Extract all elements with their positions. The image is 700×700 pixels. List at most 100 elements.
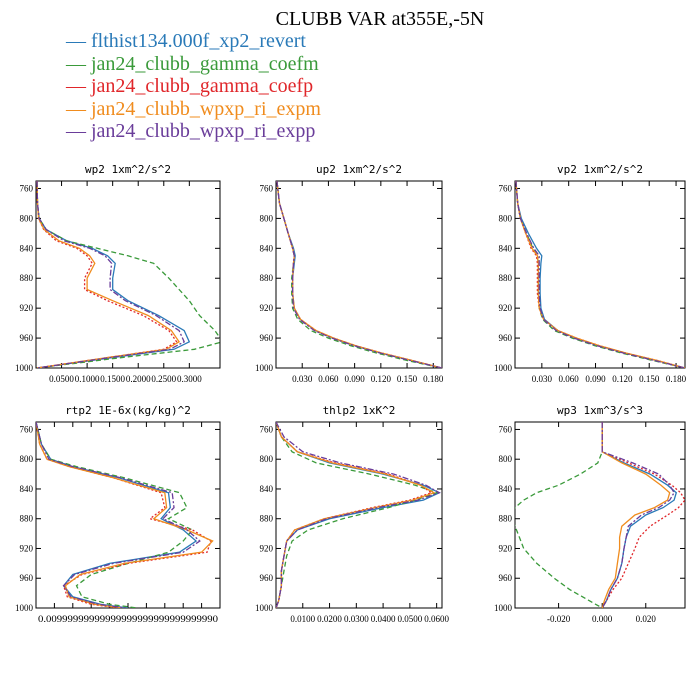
- x-tick-label: 0.0500: [49, 374, 74, 384]
- x-tick-label: 0.120: [612, 374, 633, 384]
- series-line-3: [276, 181, 442, 368]
- y-tick-label: 840: [260, 243, 274, 253]
- x-tick-label: 0.000: [592, 614, 613, 624]
- series-line-2: [276, 181, 442, 368]
- y-tick-label: 920: [499, 303, 513, 313]
- plot-frame: [275, 421, 443, 609]
- plot-frame: [514, 421, 686, 609]
- plot-frame: [275, 180, 443, 369]
- y-tick-label: 920: [499, 543, 513, 553]
- series-line-2: [36, 422, 212, 608]
- y-tick-label: 840: [20, 484, 34, 494]
- y-tick-label: 920: [260, 303, 274, 313]
- series-line-0: [276, 181, 442, 368]
- series-line-4: [36, 181, 186, 368]
- y-tick-label: 880: [499, 514, 513, 524]
- panel-title: wp3 1xm^3/s^3: [557, 404, 643, 417]
- x-tick-label: -0.020: [547, 614, 571, 624]
- y-tick-label: 800: [260, 213, 274, 223]
- y-tick-label: 920: [20, 543, 34, 553]
- series-line-1: [36, 181, 220, 368]
- series-line-2: [515, 181, 685, 368]
- plot-frame: [35, 421, 221, 609]
- y-tick-label: 840: [499, 484, 513, 494]
- panel-title: vp2 1xm^2/s^2: [557, 163, 643, 176]
- series-line-4: [276, 422, 441, 608]
- series-line-3: [601, 422, 671, 608]
- y-tick-label: 760: [260, 183, 274, 193]
- y-tick-label: 920: [20, 303, 34, 313]
- x-tick-label: 0.150: [639, 374, 660, 384]
- legend-entry: — jan24_clubb_gamma_coefm: [66, 52, 319, 75]
- series-line-3: [515, 181, 685, 368]
- panel-3: rtp2 1E-6x(kg/kg)^2 760 800 840 880 920 960 100…: [15, 404, 221, 624]
- y-tick-label: 760: [499, 424, 513, 434]
- series-line-0: [515, 181, 685, 368]
- y-tick-label: 1000: [494, 363, 513, 373]
- series-line-4: [276, 181, 442, 368]
- y-tick-label: 800: [260, 454, 274, 464]
- y-tick-label: 840: [499, 243, 513, 253]
- series-line-2: [601, 422, 685, 608]
- y-tick-label: 1000: [494, 603, 513, 613]
- x-tick-label: 0.030: [532, 374, 553, 384]
- y-tick-label: 960: [260, 333, 274, 343]
- x-tick-label: 0.2500: [151, 374, 176, 384]
- y-tick-label: 880: [499, 273, 513, 283]
- series-line-4: [36, 422, 201, 608]
- series-line-0: [601, 422, 678, 608]
- x-tick-label: 0.0300: [344, 614, 369, 624]
- y-tick-label: 960: [499, 333, 513, 343]
- series-line-1: [36, 422, 194, 608]
- y-tick-label: 760: [20, 424, 34, 434]
- y-tick-label: 800: [20, 454, 34, 464]
- x-tick-label: 0.090: [345, 374, 366, 384]
- panel-1: up2 1xm^2/s^2 760 800 840 880 920 960 1000 0.030…: [255, 163, 444, 384]
- x-tick-label: 0.120: [371, 374, 392, 384]
- x-tick-label: 0.0200: [317, 614, 342, 624]
- series-line-1: [515, 181, 685, 368]
- x-tick-label: 0.0500: [397, 614, 422, 624]
- plot-frame: [35, 180, 221, 369]
- y-tick-label: 1000: [255, 363, 274, 373]
- y-tick-label: 880: [20, 514, 34, 524]
- x-tick-label: 0.150: [397, 374, 418, 384]
- legend-entry: — jan24_clubb_gamma_coefp: [66, 75, 314, 98]
- x-tick-label: 0.0100: [290, 614, 315, 624]
- y-tick-label: 880: [20, 273, 34, 283]
- panel-title: wp2 1xm^2/s^2: [85, 163, 171, 176]
- x-tick-label: 0.0400: [371, 614, 396, 624]
- y-tick-label: 960: [499, 573, 513, 583]
- x-tick-label: 0.020: [636, 614, 657, 624]
- panel-5: wp3 1xm^3/s^3 760 800 840 880 920 960 1000 -0.02…: [494, 404, 686, 624]
- plot-frame: [514, 180, 686, 369]
- y-tick-label: 960: [260, 573, 274, 583]
- series-line-4: [515, 181, 685, 368]
- x-tick-label: 0.1000: [75, 374, 100, 384]
- x-tick-label: 0.180: [666, 374, 687, 384]
- x-tick-label: 0.3000: [177, 374, 202, 384]
- panel-2: vp2 1xm^2/s^2 760 800 840 880 920 960 1000 0.030…: [494, 163, 687, 384]
- legend-entry: — flthist134.000f_xp2_revert: [66, 30, 306, 52]
- y-tick-label: 760: [260, 424, 274, 434]
- y-tick-label: 800: [499, 213, 513, 223]
- series-line-3: [36, 181, 181, 368]
- y-tick-label: 920: [260, 543, 274, 553]
- chart-main-title: CLUBB VAR at355E,-5N: [275, 8, 485, 30]
- y-tick-label: 760: [499, 183, 513, 193]
- x-tick-label: 0.090: [585, 374, 606, 384]
- panel-title: thlp2 1xK^2: [323, 404, 396, 417]
- series-line-2: [276, 422, 433, 608]
- y-tick-label: 1000: [15, 363, 34, 373]
- x-tick-label: 0.00999999999999999999999999999990: [38, 614, 219, 624]
- panel-title: up2 1xm^2/s^2: [316, 163, 402, 176]
- x-tick-label: 0.1500: [100, 374, 125, 384]
- y-tick-label: 880: [260, 514, 274, 524]
- y-tick-label: 1000: [15, 603, 34, 613]
- series-line-1: [276, 181, 442, 368]
- series-line-1: [276, 422, 439, 608]
- x-tick-label: 0.060: [318, 374, 339, 384]
- legend: — flthist134.000f_xp2_revert — jan24_clu…: [66, 30, 321, 143]
